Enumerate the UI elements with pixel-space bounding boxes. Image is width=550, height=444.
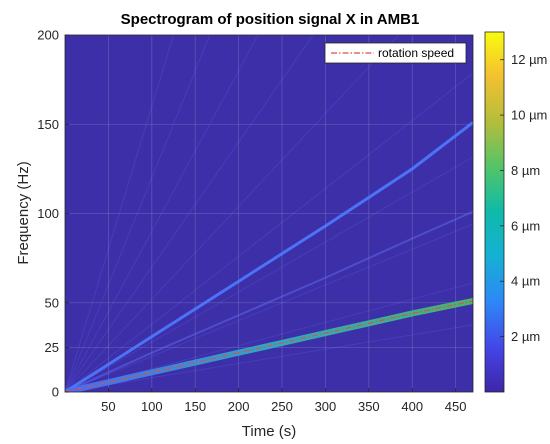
legend: rotation speed	[324, 42, 467, 64]
spectral-streak	[65, 223, 473, 392]
x-tick-label: 200	[228, 399, 250, 414]
x-tick-label: 250	[271, 399, 293, 414]
rotation-speed-series	[65, 297, 473, 392]
colorbar	[484, 31, 505, 393]
y-tick-label: 50	[45, 295, 59, 310]
legend-box	[324, 42, 467, 64]
y-tick-label: 0	[52, 385, 59, 400]
y-axis-label: Frequency (Hz)	[15, 161, 32, 264]
rotation-speed-line	[65, 300, 473, 392]
y-axis-ticks: 0 25 50 100 150 200	[37, 28, 69, 400]
x-tick-label: 350	[358, 399, 380, 414]
colorbar-tick-label: 10 µm	[511, 108, 547, 123]
colorbar-tick-label: 2 µm	[511, 329, 540, 344]
spectral-streak	[65, 35, 211, 392]
spectral-streak	[65, 35, 314, 392]
y-tick-label: 200	[37, 28, 59, 43]
x-tick-label: 450	[445, 399, 467, 414]
legend-entry-rotation-speed: rotation speed	[378, 46, 454, 60]
harmonic-line	[65, 210, 473, 392]
spectral-streak	[65, 156, 473, 392]
colorbar-tick-label: 8 µm	[511, 163, 540, 178]
grid-lines	[65, 35, 473, 392]
faint-spectral-streaks	[65, 35, 473, 392]
colorbar-tick-label: 12 µm	[511, 52, 547, 67]
x-tick-label: 150	[184, 399, 206, 414]
x-tick-label: 400	[401, 399, 423, 414]
y-tick-label: 150	[37, 117, 59, 132]
spectral-streak	[65, 35, 400, 392]
colorbar-tick-label: 6 µm	[511, 218, 540, 233]
colorbar-tick-label: 4 µm	[511, 274, 540, 289]
spectral-streak	[65, 35, 259, 392]
x-tick-label: 50	[101, 399, 115, 414]
spectral-streak	[65, 324, 473, 392]
colorbar-ticks: 2 µm 4 µm 6 µm 8 µm 10 µm 12 µm	[500, 52, 547, 344]
spectral-streak	[65, 72, 473, 392]
x-tick-label: 100	[141, 399, 163, 414]
y-tick-label: 100	[37, 206, 59, 221]
x-axis-label: Time (s)	[242, 423, 296, 440]
spectral-streak	[65, 35, 175, 392]
chart-title: Spectrogram of position signal X in AMB1	[121, 11, 420, 28]
x-axis-ticks: 50 100 150 200 250 300 350 400 450	[101, 388, 466, 414]
plot-background	[65, 35, 473, 392]
harmonic-line	[65, 121, 473, 392]
harmonic-lines	[65, 121, 473, 392]
x-tick-label: 300	[315, 399, 337, 414]
y-tick-label: 25	[45, 340, 59, 355]
